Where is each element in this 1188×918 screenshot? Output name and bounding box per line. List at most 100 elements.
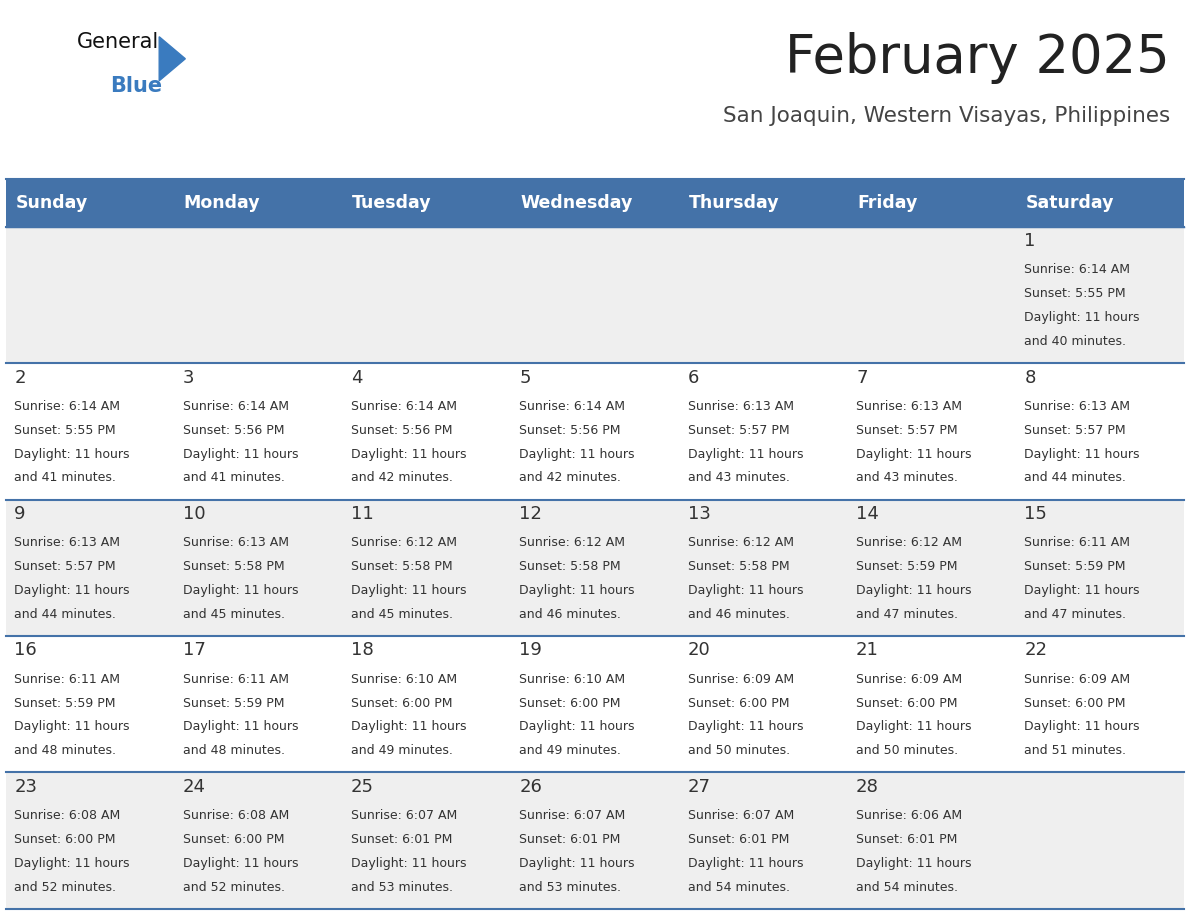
- FancyBboxPatch shape: [342, 179, 511, 227]
- Text: Friday: Friday: [858, 194, 917, 212]
- Text: and 54 minutes.: and 54 minutes.: [688, 880, 790, 894]
- Text: 10: 10: [183, 505, 206, 523]
- Text: Saturday: Saturday: [1025, 194, 1114, 212]
- Text: Wednesday: Wednesday: [520, 194, 633, 212]
- Text: and 47 minutes.: and 47 minutes.: [857, 608, 958, 621]
- Text: 24: 24: [183, 778, 206, 796]
- FancyBboxPatch shape: [1016, 772, 1184, 909]
- Text: 12: 12: [519, 505, 542, 523]
- Text: and 44 minutes.: and 44 minutes.: [14, 608, 116, 621]
- Text: Daylight: 11 hours: Daylight: 11 hours: [14, 721, 129, 733]
- FancyBboxPatch shape: [1016, 227, 1184, 364]
- Text: 15: 15: [1024, 505, 1048, 523]
- Text: Blue: Blue: [110, 76, 163, 96]
- Text: and 45 minutes.: and 45 minutes.: [183, 608, 285, 621]
- Text: Sunrise: 6:14 AM: Sunrise: 6:14 AM: [14, 400, 120, 413]
- Text: Sunset: 6:00 PM: Sunset: 6:00 PM: [857, 697, 958, 710]
- Text: and 53 minutes.: and 53 minutes.: [350, 880, 453, 894]
- Text: and 40 minutes.: and 40 minutes.: [1024, 335, 1126, 348]
- Text: and 50 minutes.: and 50 minutes.: [857, 744, 959, 757]
- Text: Sunset: 5:59 PM: Sunset: 5:59 PM: [14, 697, 115, 710]
- Text: 23: 23: [14, 778, 37, 796]
- FancyBboxPatch shape: [848, 499, 1016, 636]
- Text: Sunset: 6:00 PM: Sunset: 6:00 PM: [350, 697, 453, 710]
- FancyBboxPatch shape: [848, 179, 1016, 227]
- Text: and 47 minutes.: and 47 minutes.: [1024, 608, 1126, 621]
- Text: Daylight: 11 hours: Daylight: 11 hours: [688, 584, 803, 597]
- FancyBboxPatch shape: [848, 772, 1016, 909]
- Text: Sunset: 5:57 PM: Sunset: 5:57 PM: [688, 424, 789, 437]
- Text: 9: 9: [14, 505, 26, 523]
- FancyBboxPatch shape: [6, 636, 175, 772]
- Text: Daylight: 11 hours: Daylight: 11 hours: [350, 721, 467, 733]
- Text: 26: 26: [519, 778, 542, 796]
- Text: Sunset: 6:00 PM: Sunset: 6:00 PM: [14, 833, 115, 846]
- FancyBboxPatch shape: [175, 499, 342, 636]
- Text: and 54 minutes.: and 54 minutes.: [857, 880, 958, 894]
- FancyBboxPatch shape: [511, 179, 680, 227]
- Text: Sunset: 6:00 PM: Sunset: 6:00 PM: [1024, 697, 1126, 710]
- Text: Daylight: 11 hours: Daylight: 11 hours: [857, 856, 972, 870]
- FancyBboxPatch shape: [342, 636, 511, 772]
- Text: Daylight: 11 hours: Daylight: 11 hours: [14, 584, 129, 597]
- Polygon shape: [159, 37, 185, 81]
- Text: Sunset: 5:59 PM: Sunset: 5:59 PM: [857, 560, 958, 573]
- Text: Sunset: 5:58 PM: Sunset: 5:58 PM: [688, 560, 789, 573]
- Text: Sunrise: 6:09 AM: Sunrise: 6:09 AM: [857, 673, 962, 686]
- Text: Sunrise: 6:14 AM: Sunrise: 6:14 AM: [519, 400, 625, 413]
- Text: Sunset: 6:00 PM: Sunset: 6:00 PM: [519, 697, 621, 710]
- Text: 20: 20: [688, 642, 710, 659]
- Text: Daylight: 11 hours: Daylight: 11 hours: [183, 584, 298, 597]
- Text: and 50 minutes.: and 50 minutes.: [688, 744, 790, 757]
- Text: and 44 minutes.: and 44 minutes.: [1024, 472, 1126, 485]
- Text: 6: 6: [688, 369, 699, 386]
- Text: February 2025: February 2025: [785, 32, 1170, 84]
- Text: Daylight: 11 hours: Daylight: 11 hours: [350, 856, 467, 870]
- Text: 14: 14: [857, 505, 879, 523]
- Text: Sunrise: 6:11 AM: Sunrise: 6:11 AM: [14, 673, 120, 686]
- Text: Sunday: Sunday: [15, 194, 88, 212]
- FancyBboxPatch shape: [6, 499, 175, 636]
- Text: Sunrise: 6:12 AM: Sunrise: 6:12 AM: [519, 536, 625, 549]
- Text: 1: 1: [1024, 232, 1036, 251]
- Text: Daylight: 11 hours: Daylight: 11 hours: [14, 856, 129, 870]
- Text: and 53 minutes.: and 53 minutes.: [519, 880, 621, 894]
- FancyBboxPatch shape: [511, 499, 680, 636]
- Text: 2: 2: [14, 369, 26, 386]
- FancyBboxPatch shape: [680, 364, 848, 499]
- FancyBboxPatch shape: [680, 636, 848, 772]
- Text: Sunset: 6:01 PM: Sunset: 6:01 PM: [519, 833, 620, 846]
- Text: Daylight: 11 hours: Daylight: 11 hours: [519, 856, 634, 870]
- FancyBboxPatch shape: [6, 364, 175, 499]
- Text: Daylight: 11 hours: Daylight: 11 hours: [688, 448, 803, 461]
- Text: Sunset: 5:58 PM: Sunset: 5:58 PM: [350, 560, 453, 573]
- FancyBboxPatch shape: [175, 772, 342, 909]
- Text: 25: 25: [350, 778, 374, 796]
- Text: 17: 17: [183, 642, 206, 659]
- Text: Sunrise: 6:07 AM: Sunrise: 6:07 AM: [688, 809, 794, 823]
- Text: 13: 13: [688, 505, 710, 523]
- Text: Sunrise: 6:10 AM: Sunrise: 6:10 AM: [519, 673, 625, 686]
- FancyBboxPatch shape: [680, 772, 848, 909]
- Text: General: General: [77, 32, 159, 52]
- FancyBboxPatch shape: [1016, 179, 1184, 227]
- Text: Daylight: 11 hours: Daylight: 11 hours: [519, 584, 634, 597]
- Text: and 52 minutes.: and 52 minutes.: [14, 880, 116, 894]
- Text: Daylight: 11 hours: Daylight: 11 hours: [350, 584, 467, 597]
- FancyBboxPatch shape: [511, 636, 680, 772]
- FancyBboxPatch shape: [175, 227, 342, 364]
- Text: Sunrise: 6:10 AM: Sunrise: 6:10 AM: [350, 673, 457, 686]
- FancyBboxPatch shape: [342, 772, 511, 909]
- Text: and 48 minutes.: and 48 minutes.: [183, 744, 285, 757]
- FancyBboxPatch shape: [175, 636, 342, 772]
- FancyBboxPatch shape: [1016, 364, 1184, 499]
- Text: Sunset: 5:56 PM: Sunset: 5:56 PM: [350, 424, 453, 437]
- Text: Sunrise: 6:13 AM: Sunrise: 6:13 AM: [183, 536, 289, 549]
- Text: Sunrise: 6:14 AM: Sunrise: 6:14 AM: [350, 400, 457, 413]
- Text: 11: 11: [350, 505, 374, 523]
- Text: and 49 minutes.: and 49 minutes.: [350, 744, 453, 757]
- Text: and 41 minutes.: and 41 minutes.: [14, 472, 116, 485]
- Text: Sunset: 6:00 PM: Sunset: 6:00 PM: [183, 833, 284, 846]
- Text: 19: 19: [519, 642, 542, 659]
- Text: Sunrise: 6:13 AM: Sunrise: 6:13 AM: [857, 400, 962, 413]
